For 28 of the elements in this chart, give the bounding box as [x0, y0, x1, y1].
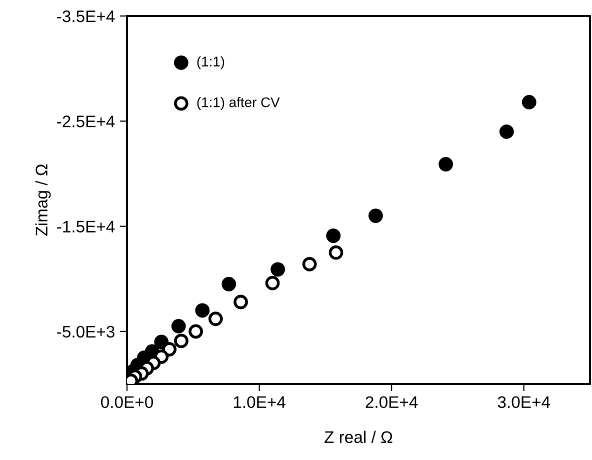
point — [208, 312, 223, 326]
point — [171, 318, 186, 334]
x-tick-label: 0.0E+0 — [101, 396, 153, 408]
point — [174, 334, 188, 348]
y-tick-label: -2.5E+4 — [57, 116, 115, 128]
point — [499, 124, 514, 139]
y-tick-label: -5.0E+3 — [57, 326, 114, 338]
y-tick-label: -3.5E+4 — [57, 10, 115, 22]
point — [326, 228, 341, 243]
point — [302, 256, 317, 272]
legend-label: (1:1) after CV — [197, 97, 280, 110]
point — [265, 276, 280, 290]
point — [328, 245, 344, 260]
point — [438, 157, 454, 172]
y-tick-label: -1.5E+4 — [57, 220, 115, 232]
x-axis-title: Z real / Ω — [324, 430, 392, 444]
point — [270, 262, 286, 277]
point — [368, 208, 383, 223]
point — [188, 324, 203, 339]
x-tick-label: 1.0E+4 — [234, 396, 286, 408]
legend-label: (1:1) — [197, 56, 224, 70]
point — [522, 95, 536, 110]
point — [222, 276, 236, 292]
point — [195, 303, 210, 318]
point — [234, 294, 248, 310]
x-tick-label: 3.0E+4 — [498, 396, 550, 408]
y-axis-title: Zimag / Ω — [35, 164, 51, 236]
x-tick-label: 2.0E+4 — [366, 396, 418, 408]
